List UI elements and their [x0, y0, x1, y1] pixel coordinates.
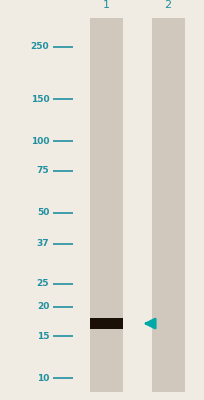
Text: 100: 100 [31, 137, 49, 146]
Text: 20: 20 [37, 302, 49, 311]
Text: 37: 37 [36, 239, 49, 248]
Text: 25: 25 [37, 279, 49, 288]
Text: 75: 75 [36, 166, 49, 175]
Text: 50: 50 [37, 208, 49, 217]
Text: 150: 150 [30, 95, 49, 104]
Text: 10: 10 [37, 374, 49, 383]
Bar [151, 18, 184, 392]
Text: 250: 250 [30, 42, 49, 52]
Bar [90, 18, 122, 392]
Text: 15: 15 [37, 332, 49, 341]
Text: 2: 2 [164, 0, 171, 10]
Bar [90, 318, 122, 329]
Text: 1: 1 [103, 0, 110, 10]
